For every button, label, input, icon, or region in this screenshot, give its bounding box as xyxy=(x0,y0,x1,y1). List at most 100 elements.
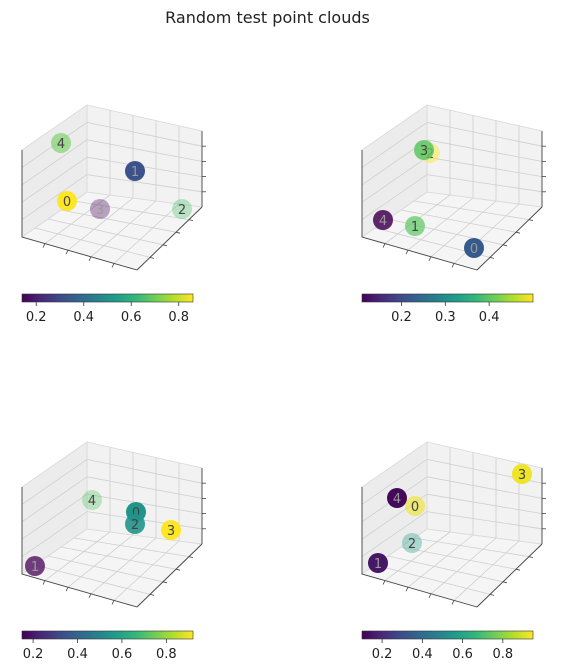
tick-mark xyxy=(405,250,409,255)
grid-line xyxy=(34,227,151,258)
point-label: 1 xyxy=(31,560,39,575)
grid-line xyxy=(44,531,111,581)
grid-line xyxy=(90,537,157,595)
grid-line xyxy=(426,493,543,514)
grid-line xyxy=(400,546,517,570)
point-label: 1 xyxy=(411,220,419,235)
tick-mark xyxy=(515,568,521,571)
colorbar-tick-label: 0.4 xyxy=(67,647,88,662)
tick-mark xyxy=(405,587,409,592)
panel-1: 0 1 2 3 4 0.2 0.4 0.6 0.8 xyxy=(21,104,206,325)
grid-line xyxy=(86,122,203,147)
axis-edge xyxy=(361,487,478,608)
grid-line xyxy=(426,174,543,193)
tick-mark xyxy=(65,250,69,255)
data-point xyxy=(405,496,425,516)
colorbar-tick-label: 0.6 xyxy=(452,647,473,662)
tick-mark xyxy=(188,219,194,221)
point-label: 1 xyxy=(131,165,139,180)
grid-line xyxy=(90,200,157,258)
tick-mark xyxy=(451,263,455,268)
data-point xyxy=(172,199,192,219)
grid-lines xyxy=(361,110,543,264)
grid-line xyxy=(86,459,203,484)
grid-line xyxy=(361,511,428,557)
data-point xyxy=(161,520,181,540)
grid-line xyxy=(86,493,203,514)
grid-lines xyxy=(21,447,203,601)
axis-edge xyxy=(136,543,203,608)
tick-mark xyxy=(451,600,455,605)
tick-mark xyxy=(175,231,181,234)
colorbar-tick-label: 0.6 xyxy=(112,647,133,662)
data-point xyxy=(402,533,422,553)
point-label: 4 xyxy=(393,492,401,507)
tick-mark xyxy=(149,257,155,259)
grid-line xyxy=(413,200,530,220)
tick-mark xyxy=(162,581,168,584)
point-label: 3 xyxy=(96,203,104,218)
grid-line xyxy=(21,476,88,523)
data-point xyxy=(464,238,484,258)
tick-mark xyxy=(502,244,508,247)
grid-line xyxy=(426,511,543,530)
grid-line xyxy=(113,540,180,601)
grid-line xyxy=(113,203,180,264)
tick-mark xyxy=(175,568,181,571)
colorbar-tick-label: 0.2 xyxy=(391,310,412,325)
colorbar xyxy=(21,293,194,303)
tick-mark xyxy=(88,593,92,598)
tick-mark xyxy=(42,580,46,585)
point-label: 0 xyxy=(132,506,140,521)
axis-edge xyxy=(476,543,543,608)
tick-mark xyxy=(489,594,495,596)
grid-lines xyxy=(361,447,543,601)
grid-line xyxy=(361,459,428,505)
colorbar-tick-label: 0.4 xyxy=(73,310,94,325)
data-point xyxy=(414,140,434,160)
grid-line xyxy=(34,564,151,595)
grid-line xyxy=(453,540,520,601)
point-label: 2 xyxy=(178,203,186,218)
data-point xyxy=(125,161,145,181)
colorbar xyxy=(21,630,194,640)
colorbar-tick-label: 0.2 xyxy=(26,310,47,325)
grid-line xyxy=(86,139,203,162)
grid-line xyxy=(453,203,520,264)
colorbar-tick-label: 0.4 xyxy=(412,647,433,662)
back-pane xyxy=(86,441,203,545)
grid-line xyxy=(21,511,88,557)
grid-line xyxy=(426,476,543,499)
grid-line xyxy=(361,122,428,168)
grid-line xyxy=(67,534,134,588)
data-point xyxy=(25,556,45,576)
grid-line xyxy=(407,534,474,588)
grid-line xyxy=(21,156,88,203)
point-label: 0 xyxy=(470,242,478,257)
grid-line xyxy=(73,537,190,557)
colorbar-tick-label: 0.6 xyxy=(121,310,142,325)
point-label: 0 xyxy=(63,195,71,210)
grid-line xyxy=(384,531,451,581)
data-point xyxy=(51,133,71,153)
tick-mark xyxy=(428,256,432,261)
data-point xyxy=(82,490,102,510)
point-label: 2 xyxy=(408,537,416,552)
grid-line xyxy=(60,209,177,233)
figure-title: Random test point clouds xyxy=(165,8,370,27)
tick-mark xyxy=(528,219,534,221)
data-point xyxy=(405,216,425,236)
grid-line xyxy=(21,139,88,186)
point-label: 2 xyxy=(131,518,139,533)
tick-mark xyxy=(382,243,386,248)
point-label: 4 xyxy=(57,137,65,152)
grid-line xyxy=(86,476,203,499)
point-label: 1 xyxy=(374,557,382,572)
colorbar-tick-label: 0.4 xyxy=(479,310,500,325)
colorbar-tick-label: 0.2 xyxy=(23,647,44,662)
colorbar-tick-label: 0.8 xyxy=(492,647,513,662)
grid-line xyxy=(47,218,164,246)
grid-lines xyxy=(21,110,203,264)
axis-edge xyxy=(476,206,543,271)
